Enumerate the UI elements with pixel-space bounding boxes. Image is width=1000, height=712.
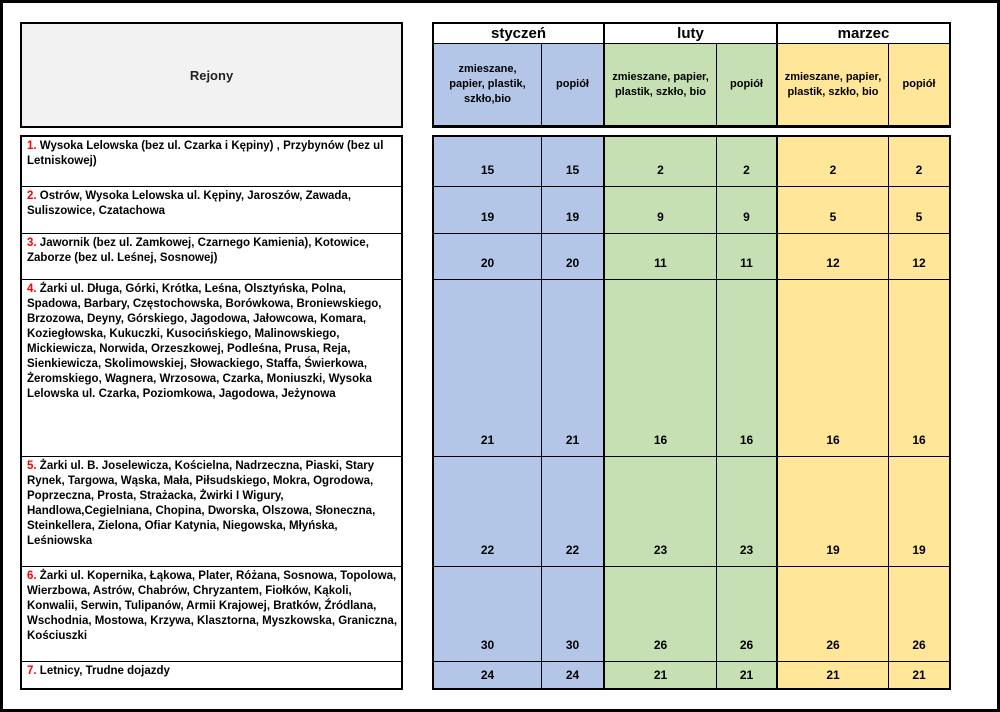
- value-cell: 19: [778, 457, 889, 567]
- value-cell: 23: [717, 457, 778, 567]
- value-cell: 16: [778, 280, 889, 457]
- value-cell: 22: [542, 457, 605, 567]
- value-cell: 15: [542, 135, 605, 187]
- region-cell: 3. Jawornik (bez ul. Zamkowej, Czarnego …: [20, 234, 403, 280]
- value-cell: 20: [432, 234, 542, 280]
- value-cell: 26: [605, 567, 717, 662]
- value-cell: 9: [717, 187, 778, 234]
- region-streets: Wysoka Lelowska (bez ul. Czarka i Kępiny…: [27, 140, 384, 167]
- subheader-mixed-marzec: zmieszane, papier, plastik, szkło, bio: [778, 44, 889, 128]
- month-header-marzec: marzec: [778, 22, 951, 44]
- month-header-luty: luty: [605, 22, 778, 44]
- value-cell: 5: [889, 187, 951, 234]
- region-streets: Żarki ul. Kopernika, Łąkowa, Plater, Róż…: [27, 570, 398, 642]
- region-streets: Ostrów, Wysoka Lelowska ul. Kępiny, Jaro…: [27, 190, 352, 217]
- value-cell: 19: [889, 457, 951, 567]
- value-cell: 23: [605, 457, 717, 567]
- subheader-ash-luty: popiół: [717, 44, 778, 128]
- value-cell: 11: [605, 234, 717, 280]
- region-number: 3.: [27, 237, 37, 249]
- value-cell: 30: [432, 567, 542, 662]
- region-cell: 7. Letnicy, Trudne dojazdy: [20, 662, 403, 690]
- region-streets: Żarki ul. Długa, Górki, Krótka, Leśna, O…: [27, 283, 382, 400]
- region-cell: 1. Wysoka Lelowska (bez ul. Czarka i Kęp…: [20, 135, 403, 187]
- subheader-mixed-styczen: zmieszane, papier, plastik, szkło,bio: [432, 44, 542, 128]
- region-number: 5.: [27, 460, 37, 472]
- schedule-table: Rejony styczeń luty marzec zmieszane, pa…: [20, 22, 951, 690]
- rejony-header: Rejony: [20, 22, 403, 128]
- value-cell: 21: [717, 662, 778, 690]
- value-cell: 22: [432, 457, 542, 567]
- value-cell: 5: [778, 187, 889, 234]
- value-cell: 26: [778, 567, 889, 662]
- region-cell: 5. Żarki ul. B. Joselewicza, Kościelna, …: [20, 457, 403, 567]
- region-number: 4.: [27, 283, 37, 295]
- value-cell: 24: [432, 662, 542, 690]
- region-number: 1.: [27, 140, 37, 152]
- value-cell: 2: [889, 135, 951, 187]
- value-cell: 2: [717, 135, 778, 187]
- subheader-mixed-luty: zmieszane, papier, plastik, szkło, bio: [605, 44, 717, 128]
- value-cell: 21: [432, 280, 542, 457]
- region-streets: Jawornik (bez ul. Zamkowej, Czarnego Kam…: [27, 237, 369, 264]
- value-cell: 21: [605, 662, 717, 690]
- value-cell: 9: [605, 187, 717, 234]
- value-cell: 19: [542, 187, 605, 234]
- region-cell: 6. Żarki ul. Kopernika, Łąkowa, Plater, …: [20, 567, 403, 662]
- region-cell: 4. Żarki ul. Długa, Górki, Krótka, Leśna…: [20, 280, 403, 457]
- region-cell: 2. Ostrów, Wysoka Lelowska ul. Kępiny, J…: [20, 187, 403, 234]
- value-cell: 15: [432, 135, 542, 187]
- region-number: 7.: [27, 665, 37, 677]
- value-cell: 16: [605, 280, 717, 457]
- value-cell: 2: [778, 135, 889, 187]
- subheader-ash-styczen: popiół: [542, 44, 605, 128]
- region-streets: Żarki ul. B. Joselewicza, Kościelna, Nad…: [27, 460, 376, 547]
- month-header-styczen: styczeń: [432, 22, 605, 44]
- value-cell: 24: [542, 662, 605, 690]
- value-cell: 30: [542, 567, 605, 662]
- value-cell: 19: [432, 187, 542, 234]
- value-cell: 2: [605, 135, 717, 187]
- region-number: 2.: [27, 190, 37, 202]
- value-cell: 12: [778, 234, 889, 280]
- value-cell: 21: [889, 662, 951, 690]
- value-cell: 11: [717, 234, 778, 280]
- value-cell: 26: [717, 567, 778, 662]
- region-streets: Letnicy, Trudne dojazdy: [39, 665, 170, 677]
- region-number: 6.: [27, 570, 37, 582]
- value-cell: 12: [889, 234, 951, 280]
- value-cell: 16: [889, 280, 951, 457]
- value-cell: 21: [542, 280, 605, 457]
- value-cell: 21: [778, 662, 889, 690]
- subheader-ash-marzec: popiół: [889, 44, 951, 128]
- value-cell: 20: [542, 234, 605, 280]
- value-cell: 26: [889, 567, 951, 662]
- value-cell: 16: [717, 280, 778, 457]
